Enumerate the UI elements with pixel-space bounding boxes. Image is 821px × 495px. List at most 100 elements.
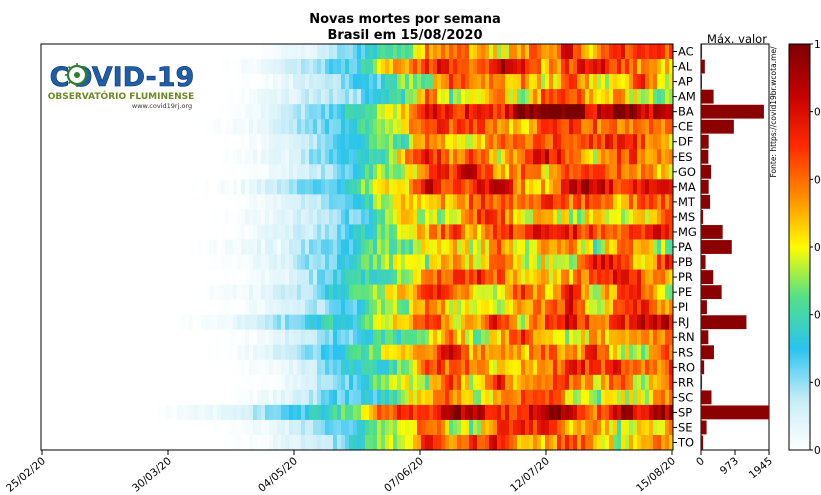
- heatmap-cell: [49, 254, 54, 270]
- heatmap-cell: [409, 224, 414, 240]
- heatmap-cell: [193, 419, 198, 436]
- heatmap-cell: [477, 104, 482, 120]
- heatmap-cell: [125, 359, 130, 376]
- heatmap-cell: [553, 269, 558, 285]
- heatmap-cell: [345, 89, 350, 105]
- heatmap-cell: [221, 119, 226, 135]
- max-value-bar: [701, 149, 709, 164]
- heatmap-cell: [581, 359, 586, 376]
- heatmap-cell: [517, 179, 522, 195]
- heatmap-cell: [185, 149, 190, 165]
- heatmap-cell: [97, 284, 102, 301]
- heatmap-cell: [377, 254, 382, 270]
- heatmap-cell: [365, 359, 370, 376]
- heatmap-cell: [197, 224, 202, 240]
- heatmap-cell: [301, 134, 306, 150]
- heatmap-cell: [341, 239, 346, 255]
- heatmap-cell: [501, 344, 506, 361]
- heatmap-cell: [441, 179, 446, 195]
- heatmap-cell: [525, 149, 530, 165]
- heatmap-cell: [661, 149, 666, 165]
- heatmap-cell: [101, 374, 106, 391]
- heatmap-cell: [245, 374, 250, 391]
- heatmap-cell: [257, 404, 262, 421]
- heatmap-cell: [525, 89, 530, 105]
- heatmap-cell: [61, 389, 66, 406]
- heatmap-cell: [177, 164, 182, 180]
- heatmap-cell: [597, 194, 602, 210]
- heatmap-cell: [149, 374, 154, 391]
- heatmap-cell: [565, 299, 570, 316]
- heatmap-cell: [181, 419, 186, 436]
- heatmap-cell: [157, 44, 162, 60]
- heatmap-cell: [169, 44, 174, 60]
- heatmap-cell: [557, 179, 562, 195]
- heatmap-cell: [337, 239, 342, 255]
- heatmap-cell: [77, 269, 82, 285]
- heatmap-cell: [201, 59, 206, 75]
- heatmap-cell: [565, 254, 570, 270]
- heatmap-cell: [445, 344, 450, 361]
- heatmap-cell: [341, 44, 346, 60]
- heatmap-cell: [257, 434, 262, 450]
- heatmap-cell: [341, 254, 346, 270]
- heatmap-cell: [573, 104, 578, 120]
- heatmap-cell: [601, 389, 606, 406]
- heatmap-cell: [465, 89, 470, 105]
- heatmap-cell: [385, 164, 390, 180]
- heatmap-cell: [365, 119, 370, 135]
- heatmap-cell: [453, 434, 458, 450]
- heatmap-cell: [49, 164, 54, 180]
- heatmap-cell: [669, 344, 673, 361]
- heatmap-cell: [521, 329, 526, 346]
- heatmap-cell: [41, 239, 46, 255]
- heatmap-cell: [157, 269, 162, 285]
- state-label: PR: [678, 270, 693, 284]
- heatmap-cell: [669, 44, 673, 60]
- heatmap-cell: [97, 239, 102, 255]
- heatmap-cell: [261, 149, 266, 165]
- date-tick-marks: [41, 450, 673, 455]
- heatmap-cell: [297, 74, 302, 90]
- heatmap-cell: [305, 74, 310, 90]
- heatmap-cell: [345, 329, 350, 346]
- heatmap-cell: [665, 374, 670, 391]
- heatmap-cell: [441, 44, 446, 60]
- heatmap-cell: [409, 179, 414, 195]
- heatmap-cell: [393, 104, 398, 120]
- heatmap-cell: [157, 134, 162, 150]
- heatmap-cell: [501, 224, 506, 240]
- heatmap-cell: [389, 404, 394, 421]
- heatmap-cell: [613, 374, 618, 391]
- heatmap-cell: [81, 209, 86, 225]
- heatmap-cell: [641, 239, 646, 255]
- heatmap-cell: [397, 239, 402, 255]
- heatmap-cell: [201, 74, 206, 90]
- heatmap-cell: [273, 374, 278, 391]
- heatmap-cell: [221, 164, 226, 180]
- heatmap-cell: [209, 89, 214, 105]
- heatmap-cell: [513, 179, 518, 195]
- heatmap-cell: [609, 314, 614, 331]
- heatmap-cell: [405, 134, 410, 150]
- heatmap-cell: [165, 269, 170, 285]
- heatmap-cell: [281, 314, 286, 331]
- heatmap-cell: [441, 104, 446, 120]
- heatmap-cell: [129, 179, 134, 195]
- heatmap-cell: [141, 254, 146, 270]
- heatmap-cell: [597, 254, 602, 270]
- heatmap-cell: [577, 254, 582, 270]
- heatmap-cell: [569, 299, 574, 316]
- heatmap-cell: [397, 299, 402, 316]
- heatmap-cell: [661, 374, 666, 391]
- heatmap-cell: [429, 104, 434, 120]
- heatmap-cell: [661, 404, 666, 421]
- heatmap-cell: [153, 224, 158, 240]
- heatmap-cell: [481, 329, 486, 346]
- heatmap-cell: [261, 194, 266, 210]
- heatmap-cell: [597, 104, 602, 120]
- heatmap-cell: [177, 404, 182, 421]
- heatmap-cell: [53, 254, 58, 270]
- max-value-bar: [701, 405, 769, 420]
- heatmap-cell: [469, 224, 474, 240]
